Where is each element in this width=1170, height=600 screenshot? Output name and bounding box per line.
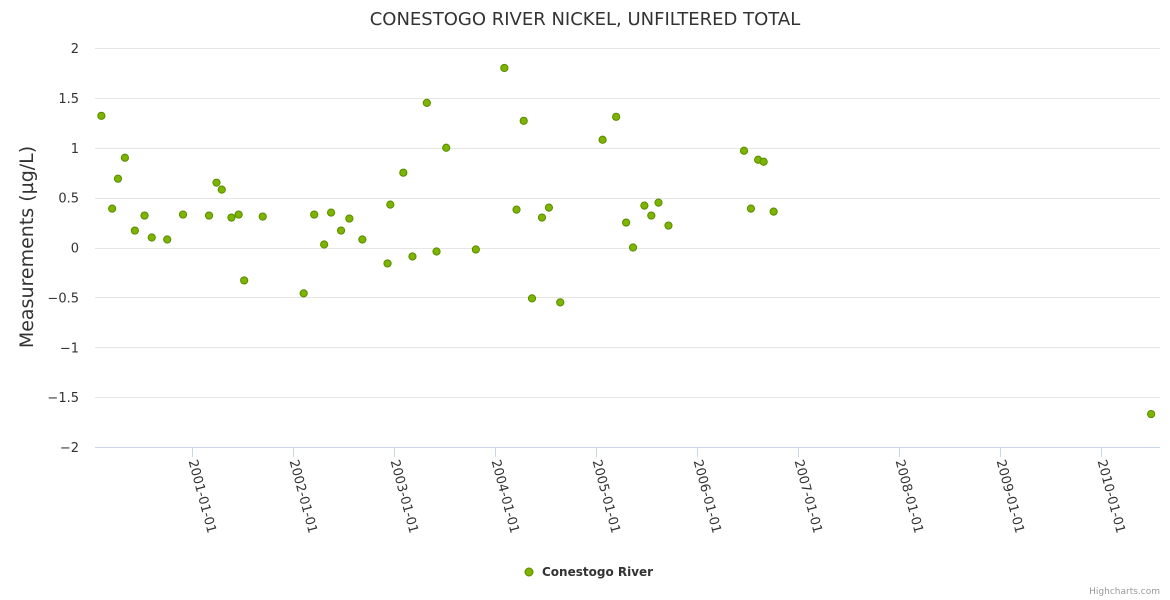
data-point[interactable]	[258, 212, 267, 221]
x-tick-label: 2007-01-01	[791, 458, 825, 535]
x-tick-label: 2002-01-01	[286, 458, 320, 535]
data-point[interactable]	[113, 174, 123, 183]
data-point[interactable]	[163, 235, 172, 244]
x-tick-label: 2003-01-01	[387, 458, 421, 535]
credits-link[interactable]: Highcharts.com	[1089, 587, 1160, 597]
y-tick-label: 2	[71, 42, 79, 57]
data-point[interactable]	[612, 112, 621, 121]
y-tick-label: −0.5	[47, 291, 79, 306]
data-point[interactable]	[204, 211, 214, 220]
data-point[interactable]	[299, 289, 308, 298]
data-point[interactable]	[640, 201, 649, 210]
data-point[interactable]	[97, 111, 106, 120]
data-point[interactable]	[178, 210, 188, 219]
y-tick-label: 0.5	[58, 192, 79, 207]
y-tick-labels: 2 1.5 1 0.5 0 −0.5 −1 −1.5 −2	[47, 42, 79, 456]
data-point[interactable]	[399, 168, 408, 177]
data-point[interactable]	[358, 235, 367, 244]
data-point[interactable]	[739, 146, 749, 155]
data-point[interactable]	[622, 218, 631, 227]
data-point[interactable]	[147, 233, 156, 242]
data-point[interactable]	[336, 226, 346, 235]
data-point[interactable]	[769, 207, 778, 216]
legend-item-conestogo-river[interactable]: Conestogo River	[542, 565, 653, 579]
data-points[interactable]	[97, 63, 1156, 419]
y-tick-label: 1.5	[58, 92, 79, 107]
chart-title: CONESTOGO RIVER NICKEL, UNFILTERED TOTAL	[370, 9, 801, 30]
data-point[interactable]	[326, 208, 336, 217]
data-point[interactable]	[432, 247, 441, 256]
data-point[interactable]	[500, 63, 509, 73]
y-tick-label: −2	[60, 441, 79, 456]
x-tick-label: 2005-01-01	[589, 458, 623, 535]
data-point[interactable]	[556, 298, 565, 307]
data-point[interactable]	[140, 211, 149, 220]
x-tick-label: 2006-01-01	[690, 458, 724, 535]
data-point[interactable]	[383, 259, 392, 268]
x-tick-label: 2009-01-01	[993, 458, 1027, 535]
y-axis-title: Measurements (µg/L)	[16, 146, 38, 348]
data-point[interactable]	[598, 135, 607, 144]
x-tick-labels: 2001-01-01 2002-01-01 2003-01-01 2004-01-01…	[185, 458, 1128, 535]
data-point[interactable]	[527, 294, 537, 303]
data-point[interactable]	[512, 205, 521, 214]
data-point[interactable]	[310, 210, 319, 219]
x-tick-label: 2004-01-01	[488, 458, 522, 535]
data-point[interactable]	[471, 245, 480, 254]
data-point[interactable]	[537, 213, 547, 222]
data-point[interactable]	[386, 200, 395, 209]
data-point[interactable]	[212, 178, 221, 187]
legend-marker[interactable]	[524, 567, 534, 577]
data-point[interactable]	[1147, 409, 1156, 419]
data-point[interactable]	[240, 276, 249, 285]
y-tick-label: 0	[71, 242, 79, 257]
data-point[interactable]	[664, 221, 673, 230]
data-point[interactable]	[422, 98, 431, 107]
data-point[interactable]	[234, 210, 243, 219]
x-tick-label: 2010-01-01	[1094, 458, 1128, 535]
grid-lines	[95, 48, 1160, 448]
data-point[interactable]	[519, 116, 528, 125]
x-axis	[192, 447, 1102, 457]
data-point[interactable]	[320, 240, 329, 249]
data-point[interactable]	[746, 204, 756, 213]
data-point[interactable]	[227, 213, 236, 222]
data-point[interactable]	[130, 226, 139, 235]
x-tick-label: 2008-01-01	[892, 458, 926, 535]
data-point[interactable]	[647, 211, 656, 220]
data-point[interactable]	[120, 153, 129, 162]
data-point[interactable]	[544, 203, 553, 212]
y-tick-label: −1	[60, 341, 79, 356]
y-tick-label: −1.5	[47, 391, 79, 406]
data-point[interactable]	[628, 243, 638, 252]
data-point[interactable]	[759, 157, 768, 166]
data-point[interactable]	[408, 252, 417, 261]
legend[interactable]: Conestogo River	[524, 565, 653, 579]
data-point[interactable]	[217, 185, 226, 194]
x-tick-label: 2001-01-01	[185, 458, 219, 535]
data-point[interactable]	[442, 143, 451, 152]
data-point[interactable]	[108, 204, 117, 213]
data-point[interactable]	[345, 214, 354, 223]
y-tick-label: 1	[71, 142, 79, 157]
data-point[interactable]	[654, 198, 663, 207]
